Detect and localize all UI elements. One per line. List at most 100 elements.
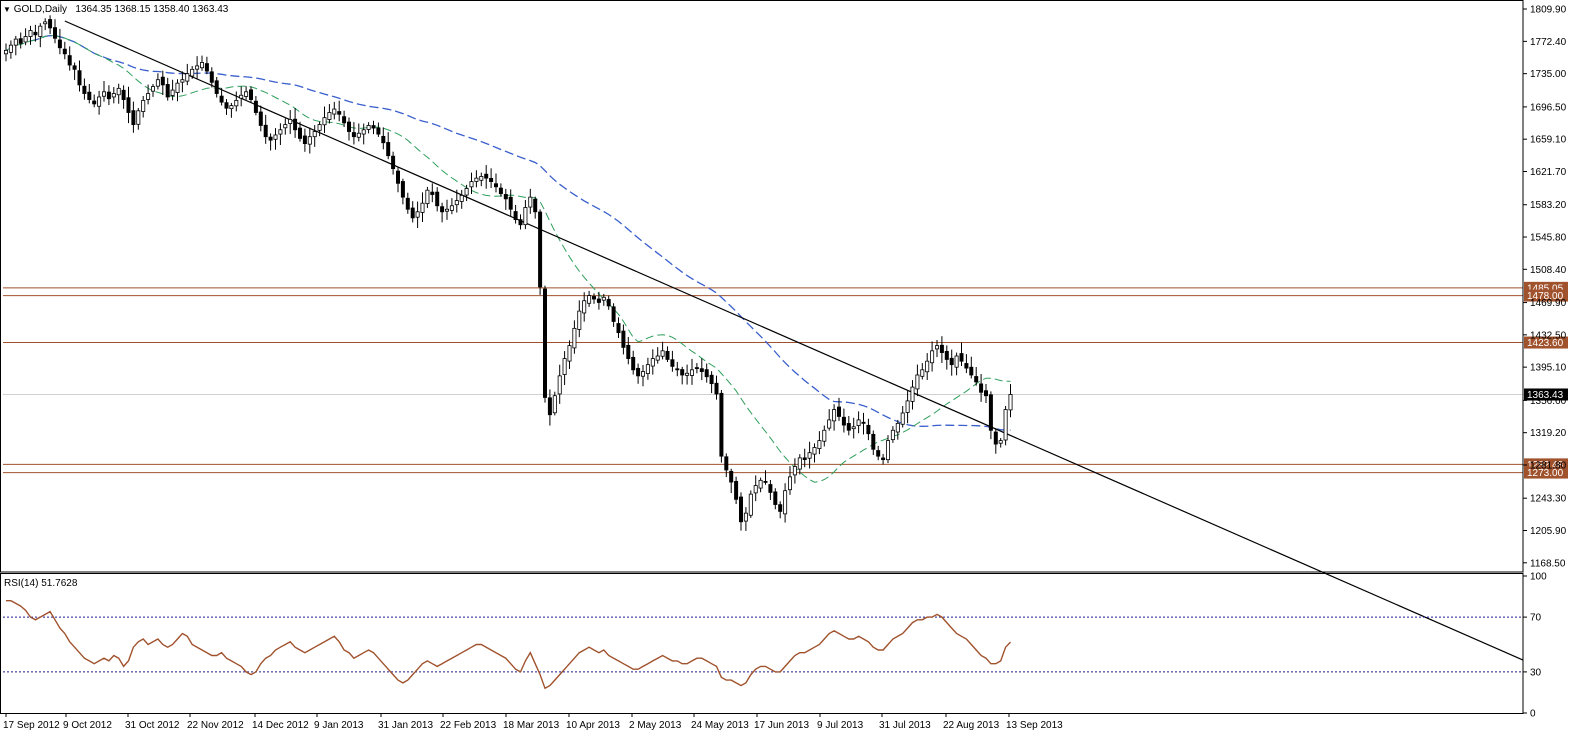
candle-body [199, 62, 204, 69]
candle [827, 409, 832, 431]
time-tick-label: 10 Apr 2013 [566, 720, 620, 731]
candle-body [435, 191, 440, 207]
candle-body [381, 135, 386, 144]
candle [518, 214, 523, 230]
price-tick-label: 1281.80 [1530, 460, 1567, 471]
candle [969, 356, 974, 379]
collapse-triangle-icon[interactable]: ▼ [3, 5, 11, 14]
candle [998, 438, 1003, 448]
rsi-line [6, 600, 1012, 690]
candle [890, 426, 895, 443]
candle [18, 32, 23, 49]
level-tag [1524, 289, 1568, 302]
candle [283, 118, 288, 135]
candle [631, 350, 636, 375]
rsi-panel-frame [0, 573, 1524, 714]
candle [822, 425, 827, 447]
candle [1003, 405, 1008, 446]
candle-body [993, 431, 998, 445]
candle [783, 483, 788, 523]
candle [508, 189, 513, 217]
candle [28, 25, 33, 45]
candle [190, 66, 195, 79]
candle-body [969, 366, 974, 376]
candle-body [851, 426, 856, 430]
candle-body [440, 206, 445, 213]
trendline-group[interactable] [64, 20, 1524, 661]
price-tick-label: 1432.50 [1530, 330, 1567, 341]
candle-body [170, 89, 175, 96]
price-tick-label: 1356.60 [1530, 396, 1567, 407]
candle-body [856, 419, 861, 426]
price-tick-label: 1395.10 [1530, 363, 1567, 374]
price-tick-label: 1545.80 [1530, 233, 1567, 244]
candle-body [616, 323, 621, 334]
level-tag [1524, 466, 1568, 479]
candle [38, 23, 43, 48]
price-tick-label: 1735.00 [1530, 69, 1567, 80]
candle-body [690, 369, 695, 376]
candle [650, 349, 655, 375]
candle [645, 357, 650, 380]
candle-body [386, 142, 391, 157]
time-tick-label: 17 Sep 2012 [3, 720, 60, 731]
candle [175, 79, 180, 102]
candle [440, 202, 445, 223]
candle-body [410, 207, 415, 219]
candle-body [484, 173, 489, 179]
candle-body [449, 205, 454, 211]
candle [528, 188, 533, 214]
candle-body [567, 345, 572, 362]
candle-body [729, 470, 734, 483]
candle-body [165, 84, 170, 98]
price-tick-label: 1621.70 [1530, 167, 1567, 178]
candle-body [572, 327, 577, 349]
candle [538, 209, 543, 295]
candle [317, 121, 322, 137]
candle-body [23, 36, 28, 43]
time-axis: 17 Sep 2012 9 Oct 2012 31 Oct 2012 22 Nov 2… [3, 713, 1063, 731]
candle-body [219, 95, 224, 103]
candle [920, 363, 925, 380]
candle [503, 188, 508, 210]
candle-body [116, 87, 121, 96]
candle-body [846, 423, 851, 431]
candle-body [312, 131, 317, 138]
candle [489, 168, 494, 188]
candle [523, 199, 528, 230]
main-panel-frame [0, 0, 1524, 573]
candle [729, 468, 734, 494]
current-price-label: 1363.43 [1527, 390, 1564, 401]
candle-body [415, 211, 420, 218]
candle-body [278, 129, 283, 135]
candle [694, 363, 699, 374]
candle [606, 295, 611, 310]
candle-body [920, 369, 925, 377]
candle [449, 198, 454, 215]
candle-body [817, 440, 822, 449]
candle-body [82, 85, 87, 94]
candle [253, 95, 258, 116]
rsi-tick-label: 0 [1530, 709, 1536, 720]
candle-body [53, 27, 58, 39]
candle [400, 178, 405, 205]
candle [773, 488, 778, 510]
candle [454, 189, 459, 213]
time-tick-label: 9 Oct 2012 [63, 720, 112, 731]
candle [513, 204, 518, 224]
candle [797, 454, 802, 475]
candle-body [498, 187, 503, 195]
candle [802, 448, 807, 468]
candle-body [346, 121, 351, 132]
candle [57, 28, 62, 55]
candle [180, 71, 185, 93]
candle-body [714, 382, 719, 395]
candle-body [327, 112, 332, 120]
candle [817, 431, 822, 455]
candle-body [131, 110, 136, 126]
candle-body [111, 93, 116, 98]
candle [493, 173, 498, 193]
candle [596, 291, 601, 310]
